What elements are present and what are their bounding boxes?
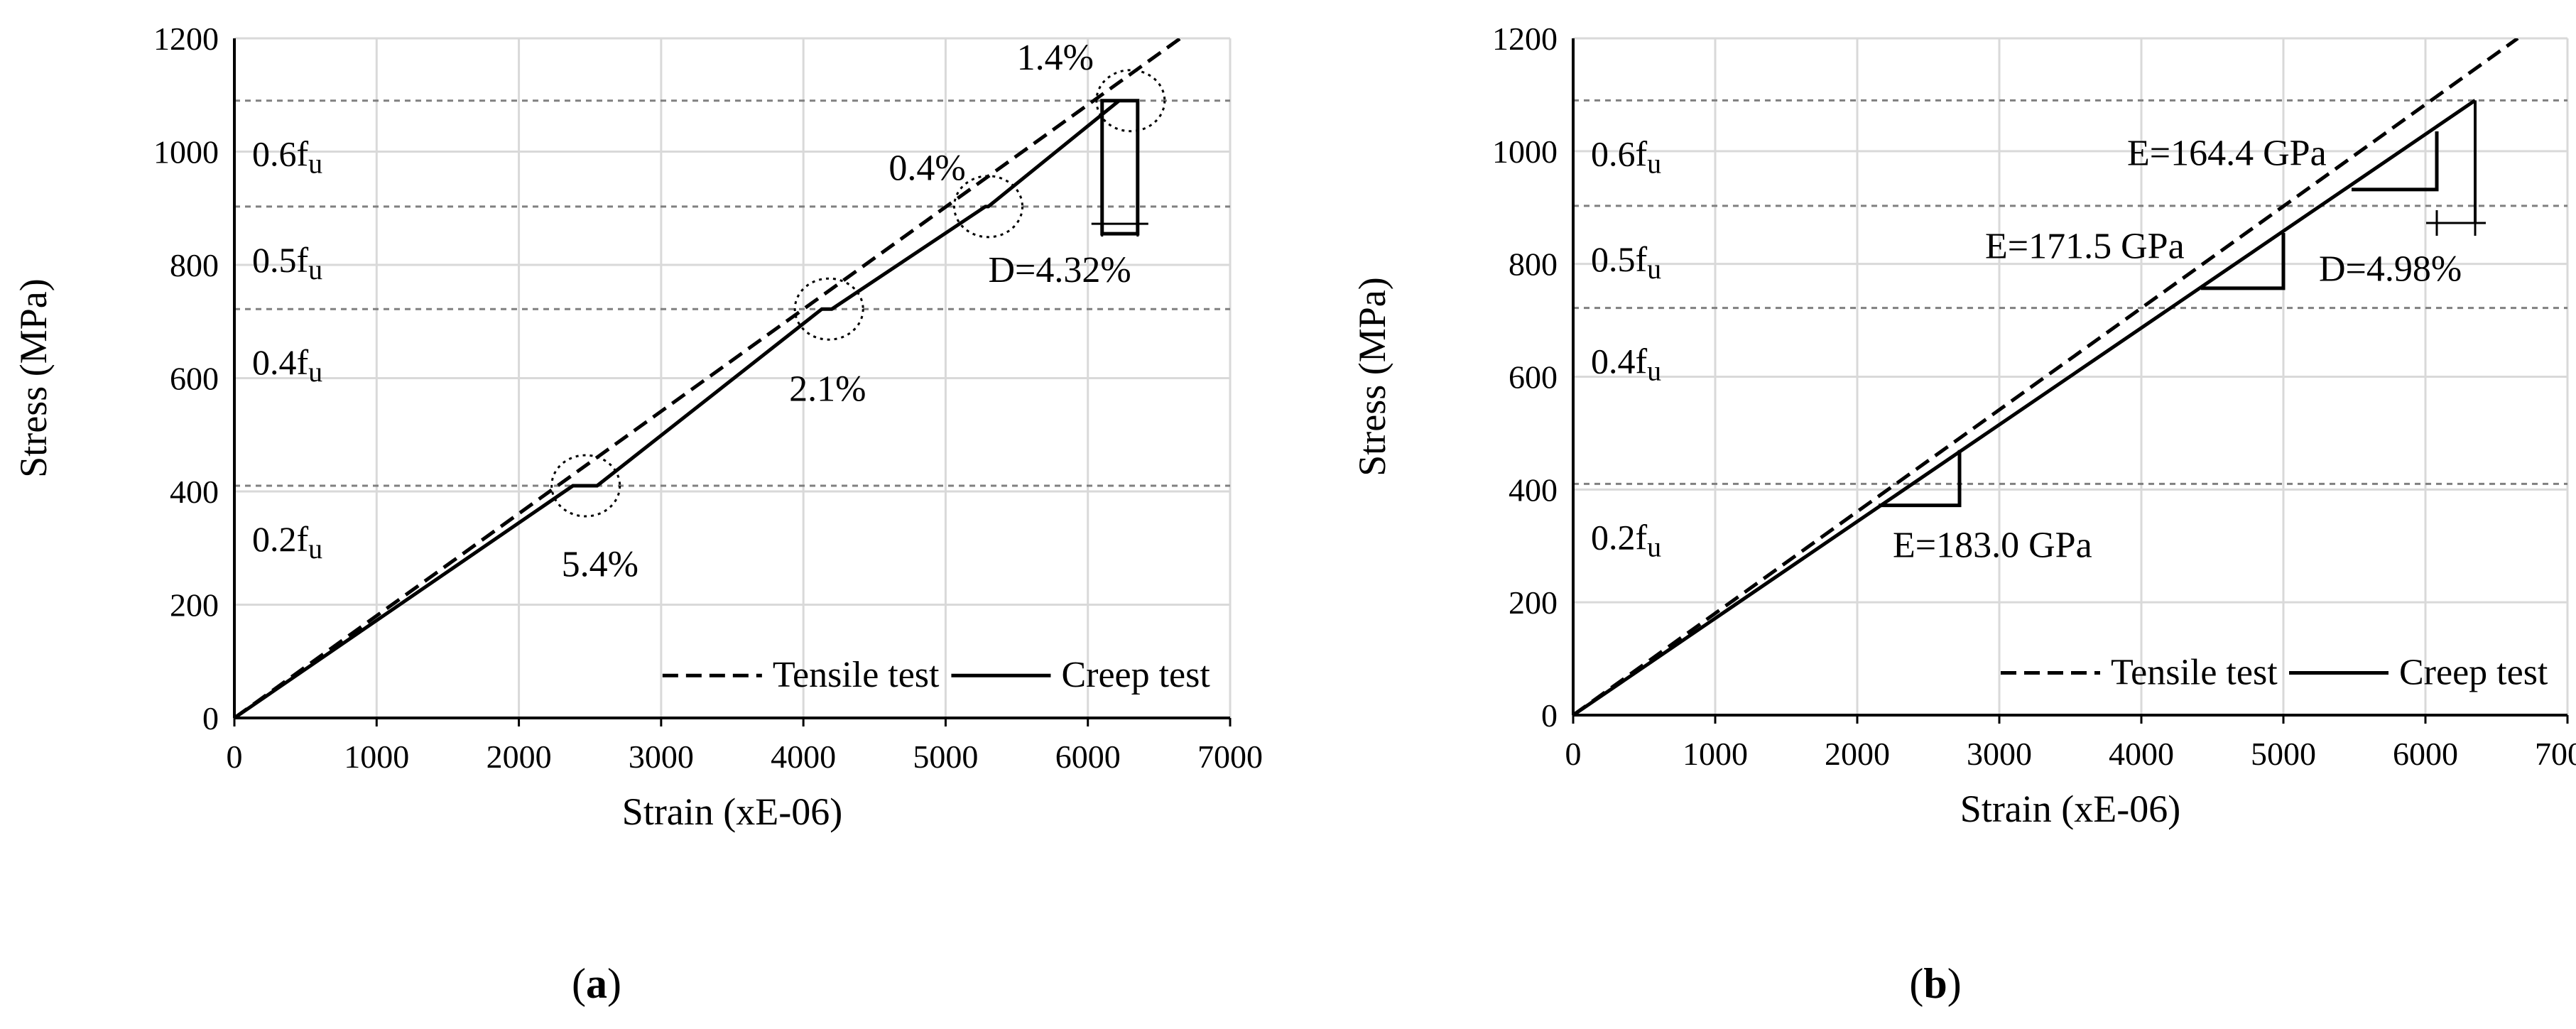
creep-step-circle — [1095, 69, 1166, 133]
x-tick-label: 0 — [227, 739, 243, 775]
y-tick-label: 800 — [1509, 246, 1558, 283]
y-tick-label: 400 — [1509, 472, 1558, 508]
chart-panel-b: 0.2fu 0.4fu 0.5fu 0.6fu E=183.0 GPa E=171.5 … — [1351, 21, 2576, 1007]
annotation-label: E=171.5 GPa — [1985, 227, 2185, 267]
stress-level-label: 0.4fu — [252, 342, 322, 388]
x-axis-label: Strain (xE-06) — [622, 790, 842, 833]
creep-test-line — [1573, 99, 2477, 715]
annotation-label: 5.4% — [562, 545, 638, 585]
tensile-test-line — [234, 38, 1182, 718]
x-tick-label: 7000 — [1197, 739, 1263, 775]
tensile-test-line — [1573, 38, 2519, 715]
annotation-label: D=4.98% — [2319, 249, 2462, 289]
x-tick-label: 3000 — [1967, 736, 2032, 772]
y-tick-label: 200 — [1509, 584, 1558, 621]
legend-label-tensile: Tensile test — [773, 655, 940, 695]
legend-label-creep: Creep test — [1061, 655, 1210, 695]
stress-level-label: 0.2fu — [1591, 517, 1661, 562]
y-tick-label: 1000 — [1492, 134, 1558, 170]
y-axis-label: Stress (MPa) — [12, 278, 55, 478]
x-tick-label: 1000 — [1683, 736, 1748, 772]
y-tick-label: 1200 — [153, 21, 219, 57]
legend-label-tensile: Tensile test — [2111, 652, 2278, 692]
y-axis-label: Stress (MPa) — [1351, 277, 1393, 477]
y-tick-label: 1000 — [153, 134, 219, 170]
stress-level-label: 0.5fu — [1591, 239, 1661, 285]
stress-level-label: 0.2fu — [252, 519, 322, 565]
annotation-label: E=183.0 GPa — [1893, 526, 2092, 566]
x-axis-label: Strain (xE-06) — [1960, 788, 2180, 830]
creep-step-circle — [793, 277, 864, 341]
x-tick-label: 7000 — [2535, 736, 2576, 772]
annotation-label: D=4.32% — [989, 250, 1131, 290]
x-tick-label: 5000 — [913, 739, 978, 775]
legend-label-creep: Creep test — [2399, 652, 2548, 692]
x-tick-label: 6000 — [1055, 739, 1121, 775]
panel-label-b: (b) — [1909, 960, 1961, 1007]
x-tick-label: 4000 — [771, 739, 836, 775]
stress-level-label: 0.6fu — [1591, 134, 1661, 179]
creep-step-circle — [953, 175, 1024, 239]
x-tick-label: 6000 — [2393, 736, 2458, 772]
creep-test-line — [234, 99, 1140, 718]
x-tick-label: 2000 — [1825, 736, 1890, 772]
x-tick-label: 3000 — [629, 739, 694, 775]
y-tick-label: 200 — [170, 587, 219, 624]
annotation-label: 0.4% — [888, 148, 965, 188]
x-tick-label: 2000 — [487, 739, 552, 775]
y-tick-label: 1200 — [1492, 21, 1558, 57]
x-tick-label: 4000 — [2109, 736, 2174, 772]
panel-label-a: (a) — [572, 960, 621, 1007]
y-tick-label: 600 — [170, 361, 219, 397]
y-tick-label: 800 — [170, 247, 219, 283]
slope-triangle — [1879, 450, 1962, 508]
x-tick-label: 1000 — [344, 739, 409, 775]
annotation-label: 2.1% — [789, 369, 866, 409]
annotation-label: 1.4% — [1017, 38, 1094, 78]
stress-level-label: 0.5fu — [252, 240, 322, 285]
slope-triangle — [2201, 232, 2286, 290]
slope-triangle — [2352, 131, 2439, 192]
chart-panel-a: 0.2fu 0.4fu 0.5fu 0.6fu 5.4% 2.1% 0.4% 1.4% D=4… — [12, 21, 1263, 1007]
stress-level-label: 0.6fu — [252, 134, 322, 180]
annotation-label: E=164.4 GPa — [2127, 134, 2327, 174]
y-tick-label: 0 — [1541, 697, 1558, 734]
stress-level-label: 0.4fu — [1591, 342, 1661, 387]
y-tick-label: 400 — [170, 474, 219, 510]
y-tick-label: 0 — [202, 700, 219, 736]
x-tick-label: 0 — [1565, 736, 1582, 772]
creep-step-circle — [550, 454, 621, 518]
x-tick-label: 5000 — [2251, 736, 2316, 772]
y-tick-label: 600 — [1509, 359, 1558, 396]
